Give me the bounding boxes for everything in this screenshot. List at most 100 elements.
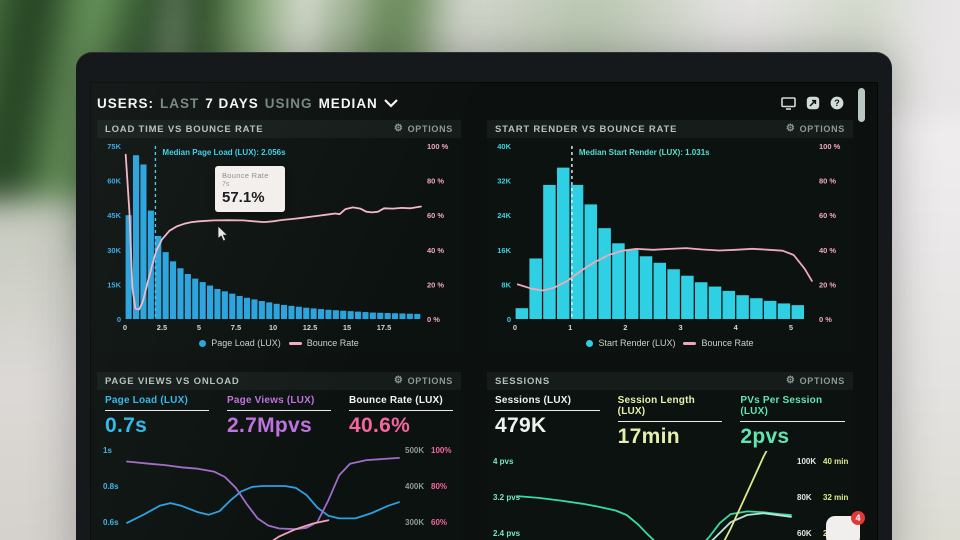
- svg-text:?: ?: [834, 98, 840, 108]
- dashboard-title-dropdown[interactable]: USERS: LAST 7 DAYS USING MEDIAN: [97, 96, 399, 111]
- stat-value: 2pvs: [740, 425, 790, 448]
- stat-label: Session Length (LUX): [617, 395, 723, 422]
- stat-sessions: Sessions (LUX) 479K: [495, 395, 600, 449]
- gear-icon: ⚙: [785, 123, 796, 134]
- sessions-chart[interactable]: 4 pvs 3.2 pvs 2.4 pvs 100K 40 min 80K 32 min 60…: [487, 451, 853, 540]
- svg-text:5: 5: [789, 323, 793, 332]
- background-blur: [880, 120, 960, 540]
- panel-sessions: SESSIONS ⚙ OPTIONS Sessions (LUX) 479K S…: [487, 372, 853, 540]
- stat-value: 17min: [617, 425, 680, 448]
- svg-text:0 %: 0 %: [427, 315, 440, 324]
- start-render-chart[interactable]: Median Start Render (LUX): 1.031s 40K 32K 2…: [487, 138, 853, 334]
- options-label: OPTIONS: [407, 124, 453, 134]
- chat-widget-button[interactable]: 4: [826, 511, 865, 540]
- svg-text:20 %: 20 %: [819, 280, 836, 289]
- panel-title: LOAD TIME VS BOUNCE RATE: [105, 123, 264, 135]
- svg-text:5: 5: [197, 323, 201, 332]
- svg-text:1: 1: [568, 323, 572, 332]
- svg-text:0.6s: 0.6s: [103, 518, 119, 527]
- svg-text:20 %: 20 %: [427, 280, 444, 289]
- svg-text:40 %: 40 %: [427, 246, 444, 255]
- svg-text:32 min: 32 min: [823, 493, 848, 502]
- monitor-icon[interactable]: [781, 96, 796, 111]
- svg-text:24K: 24K: [497, 211, 511, 220]
- title-part: LAST: [160, 95, 200, 111]
- svg-text:3: 3: [678, 323, 682, 332]
- svg-text:80%: 80%: [431, 482, 447, 491]
- load-time-chart[interactable]: Median Page Load (LUX): 2.056s 75K 60K 45K 3…: [97, 138, 461, 334]
- svg-text:2.5: 2.5: [157, 323, 167, 332]
- svg-text:100 %: 100 %: [427, 142, 449, 151]
- stat-value: 0.7s: [105, 414, 148, 437]
- chevron-down-icon[interactable]: [384, 96, 399, 111]
- svg-text:60%: 60%: [431, 518, 447, 527]
- legend-item: Page Load (LUX): [199, 338, 281, 348]
- legend-item: Bounce Rate: [683, 338, 754, 348]
- gear-icon: ⚙: [393, 375, 404, 386]
- background-blur: [0, 200, 90, 540]
- stat-label: PVs Per Session (LUX): [740, 395, 846, 422]
- gear-icon: ⚙: [393, 123, 404, 134]
- stat-session-length: Session Length (LUX) 17min: [617, 395, 723, 449]
- svg-text:80 %: 80 %: [427, 177, 444, 186]
- svg-text:300K: 300K: [405, 518, 424, 527]
- svg-text:15K: 15K: [107, 280, 121, 289]
- svg-text:8K: 8K: [501, 280, 511, 289]
- svg-text:15: 15: [343, 323, 351, 332]
- legend-dot-icon: [586, 339, 594, 347]
- dashboard-header: USERS: LAST 7 DAYS USING MEDIAN: [97, 90, 868, 116]
- svg-text:60 %: 60 %: [819, 211, 836, 220]
- options-button[interactable]: ⚙ OPTIONS: [393, 375, 453, 387]
- options-button[interactable]: ⚙ OPTIONS: [785, 375, 845, 387]
- svg-text:0: 0: [507, 315, 511, 324]
- panel-title: PAGE VIEWS VS ONLOAD: [105, 375, 240, 387]
- stat-pvs-per-session: PVs Per Session (LUX) 2pvs: [740, 395, 846, 449]
- laptop-bezel: USERS: LAST 7 DAYS USING MEDIAN: [76, 52, 892, 540]
- panel-title: SESSIONS: [495, 375, 550, 387]
- options-label: OPTIONS: [407, 376, 453, 386]
- svg-text:100K: 100K: [797, 457, 816, 466]
- options-button[interactable]: ⚙ OPTIONS: [393, 123, 453, 135]
- tooltip: Bounce Rate 7s 57.1%: [215, 166, 285, 212]
- title-part: USING: [264, 95, 313, 111]
- svg-text:2.4 pvs: 2.4 pvs: [493, 529, 521, 538]
- scrollbar-thumb[interactable]: [858, 88, 865, 122]
- svg-text:0 %: 0 %: [819, 315, 832, 324]
- svg-text:500K: 500K: [405, 446, 424, 455]
- svg-text:40K: 40K: [497, 142, 511, 151]
- svg-text:1s: 1s: [103, 446, 112, 455]
- stat-label: Bounce Rate (LUX): [349, 395, 453, 411]
- svg-text:12.5: 12.5: [303, 323, 318, 332]
- title-part: MEDIAN: [318, 95, 378, 111]
- svg-text:45K: 45K: [107, 211, 121, 220]
- stat-value: 2.7Mpvs: [227, 414, 312, 437]
- share-icon[interactable]: [805, 96, 820, 111]
- svg-text:2: 2: [623, 323, 627, 332]
- gear-icon: ⚙: [785, 375, 796, 386]
- svg-text:0: 0: [513, 323, 517, 332]
- notification-badge: 4: [851, 511, 865, 525]
- svg-text:100 %: 100 %: [819, 142, 841, 151]
- stat-value: 479K: [495, 414, 547, 437]
- panel-title: START RENDER VS BOUNCE RATE: [495, 123, 678, 135]
- svg-text:40 min: 40 min: [823, 457, 848, 466]
- svg-text:16K: 16K: [497, 246, 511, 255]
- mouse-cursor-icon: [217, 225, 229, 247]
- legend-item: Bounce Rate: [288, 338, 359, 348]
- legend-line-icon: [683, 341, 697, 345]
- page-views-chart[interactable]: 1s 0.8s 0.6s 500K 100% 400K 80% 300K 60%: [97, 440, 461, 540]
- svg-text:100%: 100%: [431, 446, 451, 455]
- legend-dot-icon: [199, 339, 207, 347]
- svg-text:0: 0: [117, 315, 121, 324]
- svg-text:Median Page Load (LUX): 2.056s: Median Page Load (LUX): 2.056s: [162, 148, 286, 157]
- dashboard-screen: USERS: LAST 7 DAYS USING MEDIAN: [90, 82, 878, 540]
- help-icon[interactable]: ?: [829, 96, 844, 111]
- svg-text:32K: 32K: [497, 177, 511, 186]
- svg-text:4 pvs: 4 pvs: [493, 457, 514, 466]
- svg-text:4: 4: [734, 323, 739, 332]
- tooltip-title: Bounce Rate: [222, 171, 269, 180]
- stat-label: Sessions (LUX): [495, 395, 600, 411]
- options-button[interactable]: ⚙ OPTIONS: [785, 123, 845, 135]
- stat-page-load: Page Load (LUX) 0.7s: [105, 395, 209, 438]
